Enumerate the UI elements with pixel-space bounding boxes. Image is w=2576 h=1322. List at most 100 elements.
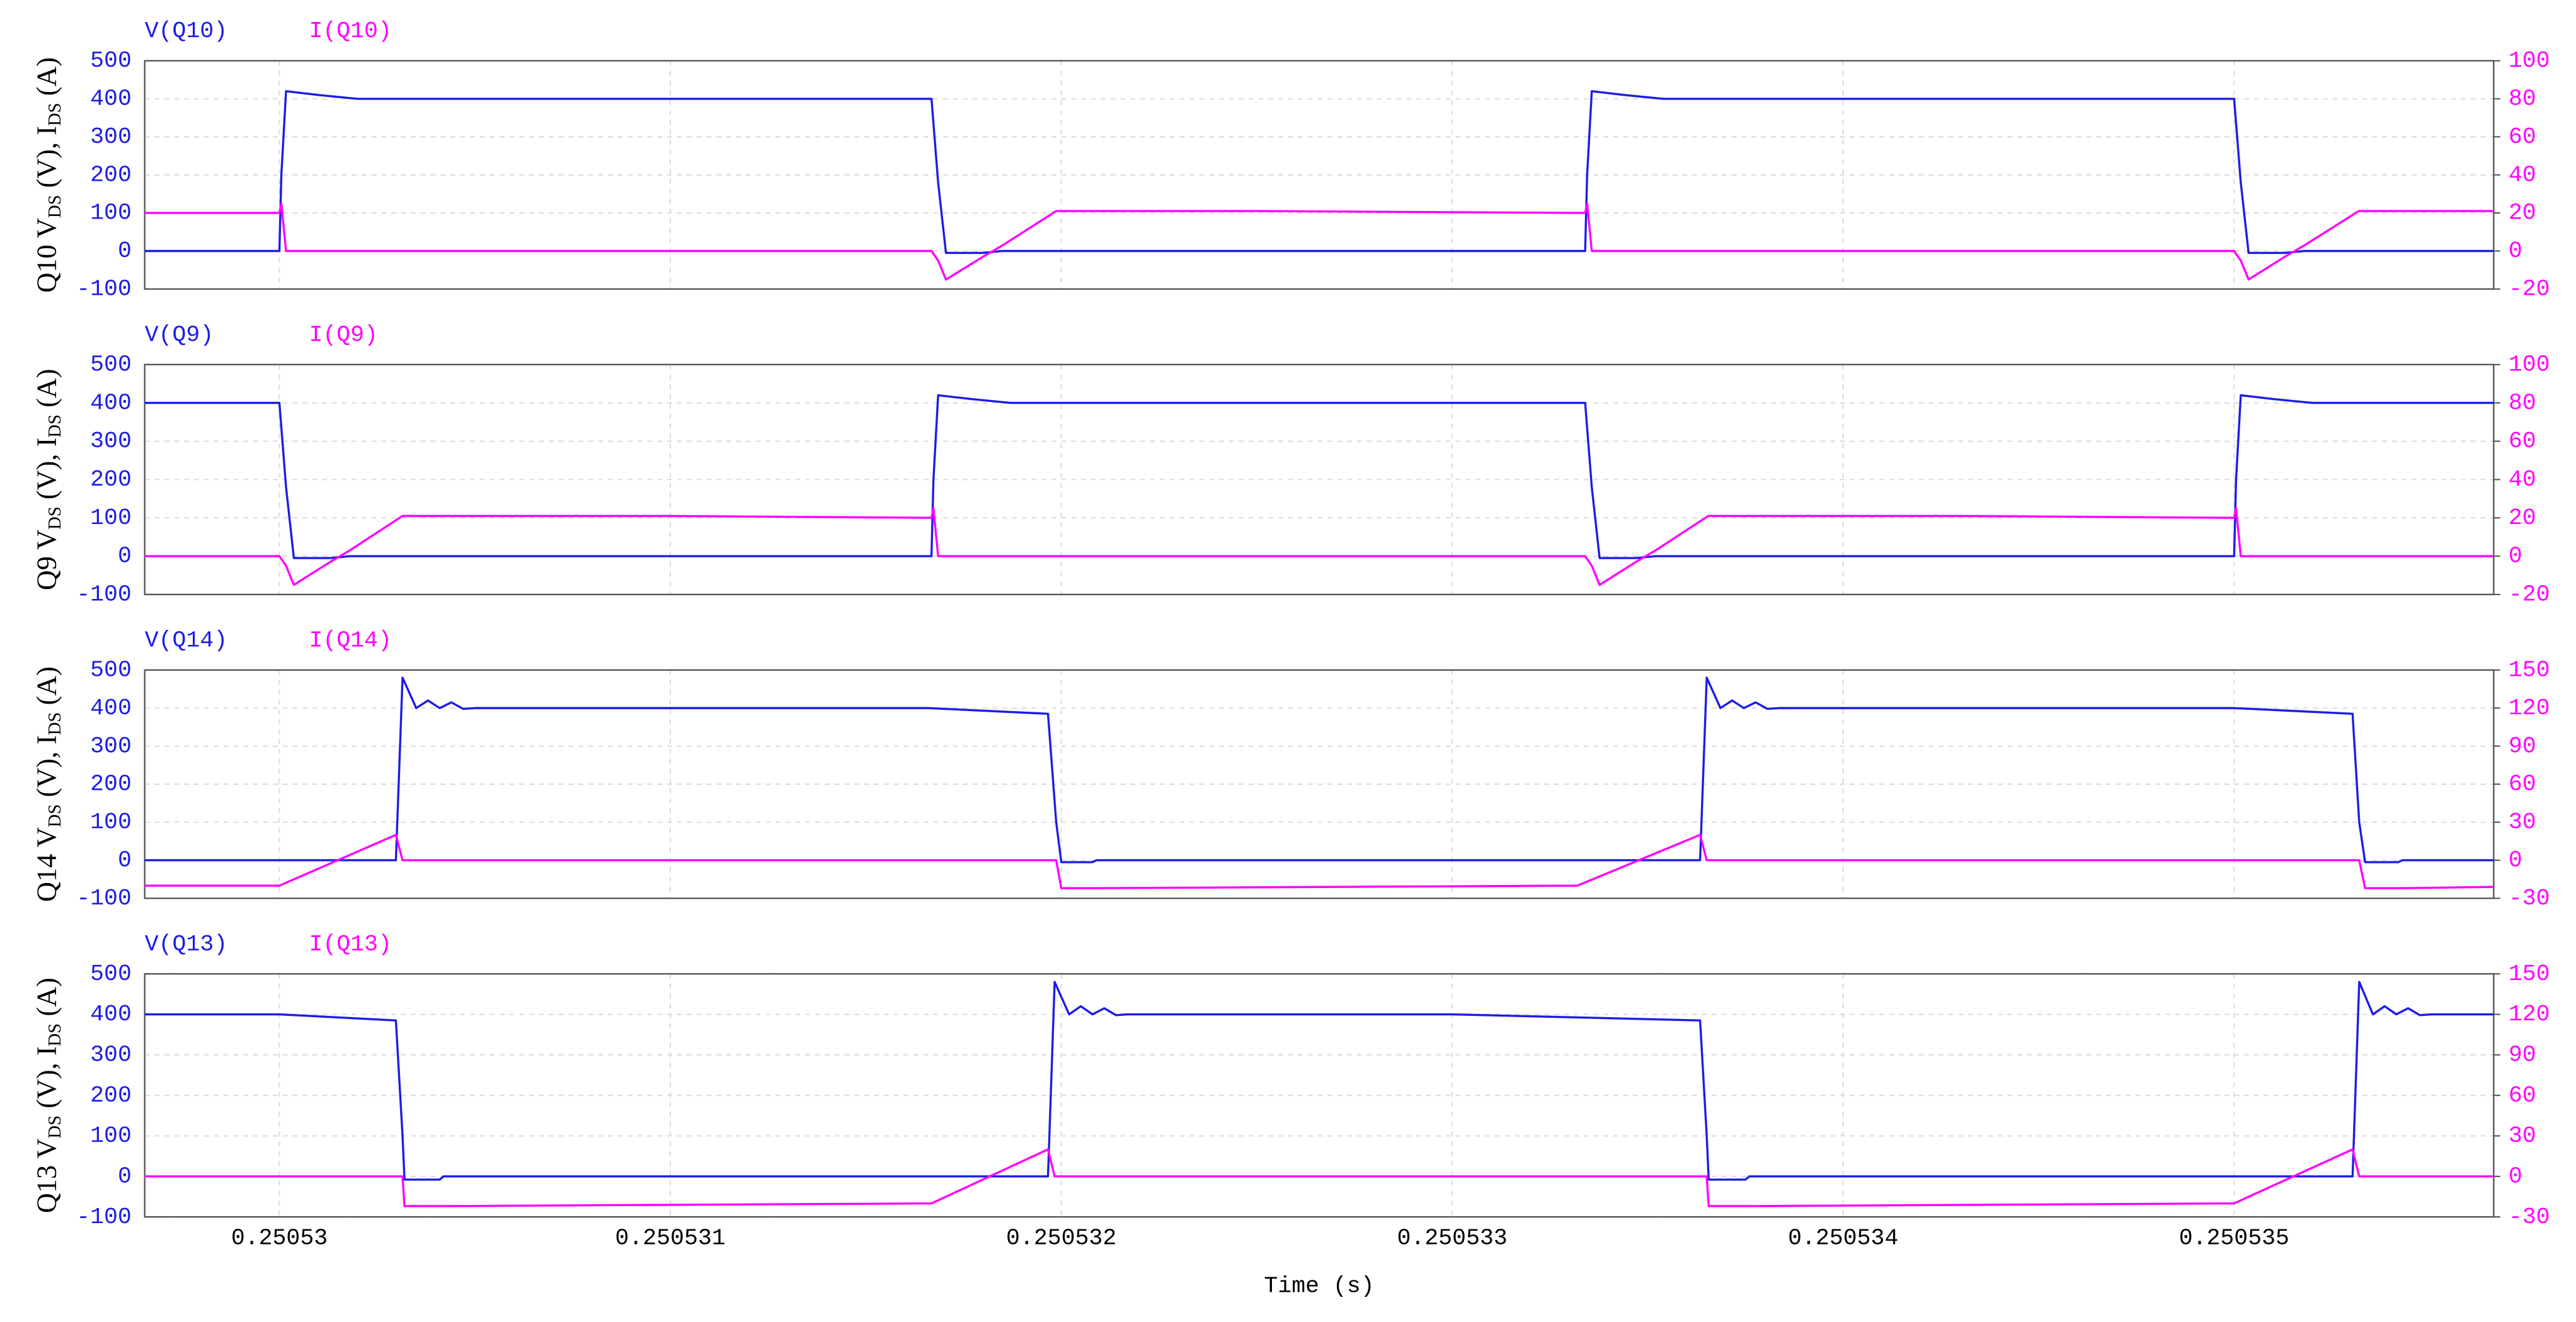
y2-tick-label: 90	[2509, 733, 2536, 759]
y-axis-title-part: (A)	[31, 57, 62, 103]
y2-tick-label: 100	[2509, 48, 2550, 74]
y-axis-title-part: DS	[44, 712, 64, 736]
y2-tick-label: 60	[2509, 1083, 2536, 1108]
y2-tick-label: -30	[2509, 1204, 2550, 1230]
legend-label: I(Q13)	[309, 932, 391, 957]
series-line	[144, 202, 2494, 281]
y2-tick-label: 0	[2509, 848, 2522, 874]
y2-tick-label: -30	[2509, 886, 2550, 911]
y-axis-title-part: Q14 V	[31, 827, 62, 902]
y-tick-label: 100	[90, 1123, 132, 1149]
y-tick-label: -100	[76, 276, 132, 302]
y2-tick-label: 90	[2509, 1042, 2536, 1068]
y-axis-title-part: DS	[44, 103, 64, 126]
plot-frame	[144, 669, 2495, 899]
y-axis-title-part: (A)	[31, 666, 62, 712]
y-axis-title-part: (A)	[31, 368, 62, 414]
y-axis-title-part: DS	[44, 195, 64, 218]
series-line	[144, 833, 2494, 889]
plot-frame	[144, 60, 2495, 290]
legend-label: V(Q10)	[145, 18, 227, 44]
y-axis-title: Q13 VDS (V), IDS (A)	[31, 977, 65, 1213]
y-tick-label: 400	[90, 1001, 132, 1027]
y-tick-label: 100	[90, 809, 132, 835]
y-tick-label: 100	[90, 505, 132, 531]
y-tick-label: 400	[90, 390, 132, 416]
y-tick-label: 300	[90, 733, 132, 759]
y2-tick-label: -20	[2509, 276, 2550, 302]
y-axis-title: Q9 VDS (V), IDS (A)	[31, 368, 65, 590]
plot-frame	[144, 363, 2495, 596]
y2-tick-label: 0	[2509, 544, 2522, 569]
y-tick-label: 200	[90, 772, 132, 797]
y-tick-label: 400	[90, 695, 132, 721]
y-tick-label: 400	[90, 86, 132, 112]
y2-tick-label: 120	[2509, 1001, 2550, 1027]
y-tick-label: 500	[90, 961, 132, 987]
y-tick-label: -100	[76, 886, 132, 911]
y-axis-title-part: Q9 V	[31, 530, 62, 590]
y-axis-title-part: (A)	[31, 977, 62, 1023]
y-tick-label: 300	[90, 428, 132, 454]
y2-tick-label: -20	[2509, 582, 2550, 608]
y-tick-label: -100	[76, 582, 132, 608]
y2-tick-label: 20	[2509, 505, 2536, 531]
y-axis-title-part: (V), I	[31, 438, 62, 507]
y2-tick-label: 150	[2509, 961, 2550, 987]
y2-tick-label: 20	[2509, 200, 2536, 226]
y-axis-title: Q10 VDS (V), IDS (A)	[31, 57, 65, 293]
series-line	[144, 1148, 2494, 1207]
y2-tick-label: 100	[2509, 351, 2550, 377]
y-axis-title-part: DS	[44, 804, 64, 828]
x-tick-label: 0.250535	[2179, 1226, 2289, 1251]
y-axis-title-part: (V), I	[31, 126, 62, 195]
x-tick-label: 0.250534	[1788, 1226, 1898, 1251]
plot-frame	[144, 973, 2495, 1218]
y2-tick-label: 30	[2509, 809, 2536, 835]
y-axis-title-part: Q13 V	[31, 1139, 62, 1214]
y-axis-title-part: (V), I	[31, 735, 62, 804]
y2-tick-label: 40	[2509, 467, 2536, 493]
y-tick-label: 0	[118, 848, 132, 874]
legend-label: V(Q13)	[145, 932, 227, 957]
y-tick-label: 100	[90, 200, 132, 226]
legend-label: V(Q14)	[145, 628, 227, 654]
x-tick-label: 0.250533	[1397, 1226, 1508, 1251]
series-line	[144, 676, 2494, 863]
y-tick-label: 200	[90, 162, 132, 188]
y2-tick-label: 0	[2509, 238, 2522, 264]
x-tick-label: 0.25053	[231, 1226, 328, 1251]
series-line	[144, 981, 2494, 1181]
legend-label: I(Q14)	[309, 628, 391, 654]
y-tick-label: 0	[118, 544, 132, 569]
y-tick-label: 200	[90, 1083, 132, 1108]
x-tick-label: 0.250531	[615, 1226, 725, 1251]
series-line	[144, 394, 2494, 559]
series-line	[144, 90, 2494, 254]
legend-label: I(Q10)	[309, 18, 391, 44]
y-tick-label: 0	[118, 1163, 132, 1189]
y2-tick-label: 60	[2509, 428, 2536, 454]
series-line	[144, 507, 2494, 586]
y-axis-title: Q14 VDS (V), IDS (A)	[31, 666, 65, 902]
y2-tick-label: 40	[2509, 162, 2536, 188]
y2-tick-label: 150	[2509, 657, 2550, 683]
y-axis-title-part: (V), I	[31, 1046, 62, 1115]
y-tick-label: 300	[90, 1042, 132, 1068]
y2-tick-label: 30	[2509, 1123, 2536, 1149]
y-axis-title-part: Q10 V	[31, 218, 62, 293]
y2-tick-label: 80	[2509, 86, 2536, 112]
y2-tick-label: 60	[2509, 772, 2536, 797]
legend-label: I(Q9)	[309, 322, 378, 348]
y2-tick-label: 0	[2509, 1163, 2522, 1189]
y-tick-label: -100	[76, 1204, 132, 1230]
x-axis-title: Time (s)	[1264, 1273, 1374, 1299]
y2-tick-label: 60	[2509, 124, 2536, 150]
y-axis-title-part: DS	[44, 1023, 64, 1047]
x-tick-label: 0.250532	[1006, 1226, 1116, 1251]
y-tick-label: 500	[90, 48, 132, 74]
y-tick-label: 200	[90, 467, 132, 493]
y2-tick-label: 120	[2509, 695, 2550, 721]
